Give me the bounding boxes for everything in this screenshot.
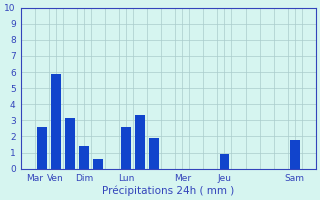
Bar <box>51 74 60 169</box>
Bar <box>79 146 89 169</box>
Bar <box>135 115 145 169</box>
Bar <box>37 127 46 169</box>
Bar <box>93 159 103 169</box>
Bar <box>290 140 300 169</box>
Bar <box>149 138 159 169</box>
Bar <box>65 118 75 169</box>
Bar <box>121 127 131 169</box>
Bar <box>220 154 229 169</box>
X-axis label: Précipitations 24h ( mm ): Précipitations 24h ( mm ) <box>102 185 234 196</box>
